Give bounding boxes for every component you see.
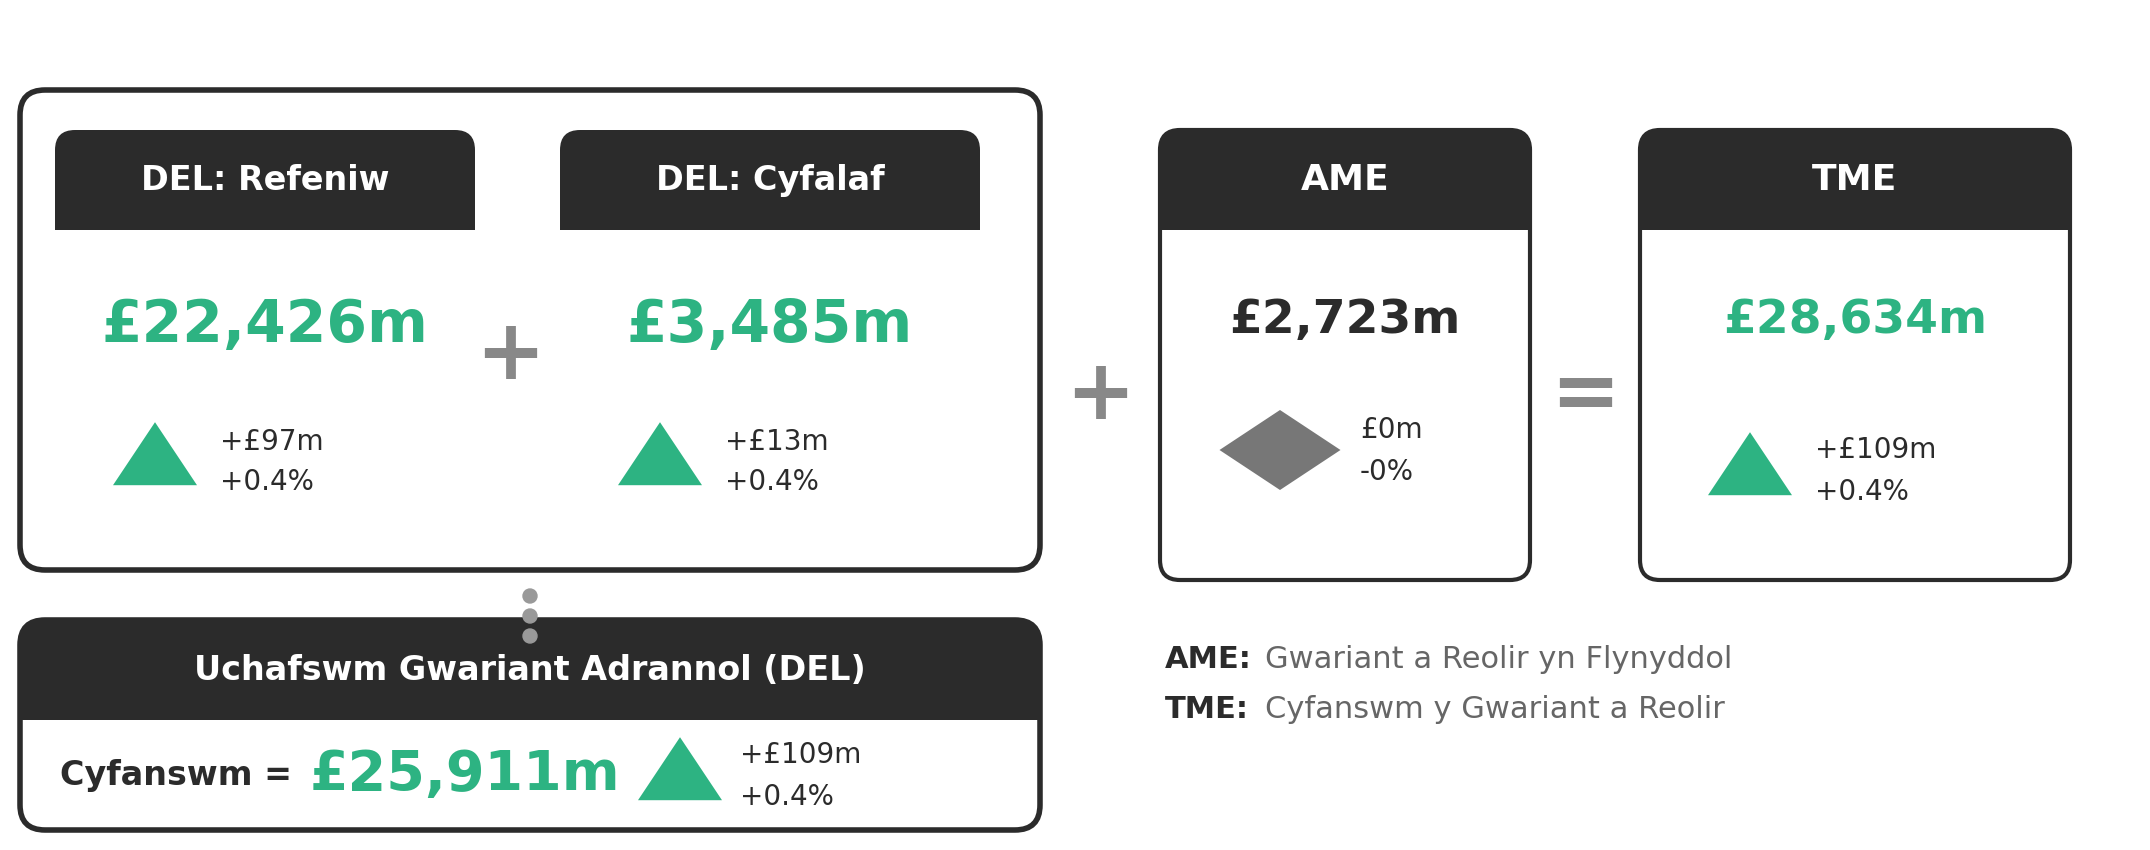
Bar [19,642,1041,720]
Bar [1161,150,1531,230]
Text: +: + [475,314,544,395]
FancyBboxPatch shape [56,130,475,550]
Bar [559,150,980,230]
Text: £2,723m: £2,723m [1230,298,1460,343]
Text: £28,634m: £28,634m [1722,298,1987,343]
Polygon shape [617,422,703,485]
Text: -0%: -0% [1361,458,1415,486]
Polygon shape [114,422,198,485]
Circle shape [522,629,538,643]
Circle shape [522,589,538,603]
Bar [56,150,475,230]
Text: TME: TME [1812,163,1898,197]
Text: +£109m: +£109m [1815,436,1937,464]
FancyBboxPatch shape [56,130,475,230]
Text: +£109m: +£109m [740,741,862,769]
Text: =: = [1550,354,1619,435]
Text: TME:: TME: [1165,695,1249,724]
Text: +0.4%: +0.4% [219,468,314,496]
Bar [1640,150,2070,230]
Text: DEL: Cyfalaf: DEL: Cyfalaf [656,163,884,196]
Text: +£97m: +£97m [219,428,325,456]
Text: £3,485m: £3,485m [628,297,914,354]
Text: DEL: Refeniw: DEL: Refeniw [140,163,389,196]
Text: +: + [1064,354,1135,435]
Text: AME:: AME: [1165,645,1251,675]
Circle shape [522,609,538,623]
Text: Cyfanswm y Gwariant a Reolir: Cyfanswm y Gwariant a Reolir [1264,695,1724,724]
FancyBboxPatch shape [559,130,980,230]
FancyBboxPatch shape [1640,130,2070,230]
Polygon shape [1279,410,1339,490]
FancyBboxPatch shape [1640,130,2070,580]
Text: Uchafswm Gwariant Adrannol (DEL): Uchafswm Gwariant Adrannol (DEL) [194,654,866,687]
FancyBboxPatch shape [19,620,1041,720]
Text: AME: AME [1301,163,1389,197]
Text: +0.4%: +0.4% [725,468,819,496]
Text: Cyfanswm =: Cyfanswm = [60,758,292,791]
Polygon shape [1707,432,1791,496]
Polygon shape [1219,410,1279,490]
FancyBboxPatch shape [559,130,980,550]
Text: £22,426m: £22,426m [101,297,428,354]
Polygon shape [639,737,722,800]
FancyBboxPatch shape [1161,130,1531,230]
Text: +0.4%: +0.4% [1815,478,1909,506]
FancyBboxPatch shape [19,620,1041,830]
Text: +£13m: +£13m [725,428,828,456]
FancyBboxPatch shape [19,90,1041,570]
Text: Gwariant a Reolir yn Flynyddol: Gwariant a Reolir yn Flynyddol [1264,645,1733,675]
Text: £25,911m: £25,911m [310,748,621,802]
FancyBboxPatch shape [1161,130,1531,580]
Text: £0m: £0m [1361,416,1423,444]
Text: +0.4%: +0.4% [740,783,834,811]
